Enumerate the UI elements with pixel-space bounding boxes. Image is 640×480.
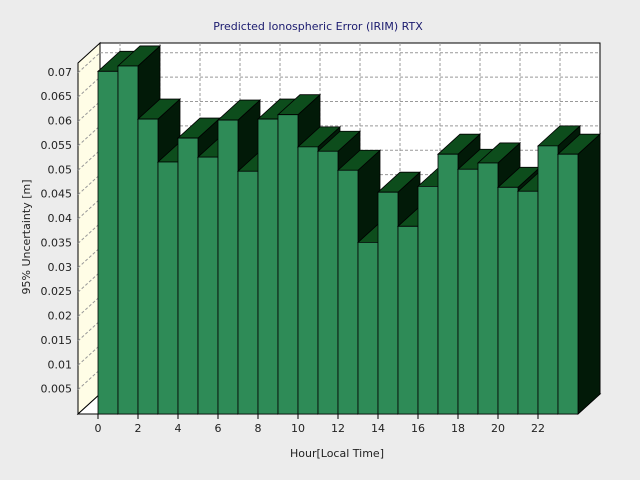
bar-front (397, 225, 419, 415)
bar-front (377, 191, 399, 415)
x-tick-label: 4 (175, 422, 182, 435)
bar-front (357, 241, 379, 415)
y-tick-label: 0.06 (48, 115, 73, 128)
bar-front (517, 190, 539, 415)
x-tick-label: 10 (291, 422, 305, 435)
bar-front (477, 162, 499, 415)
bar (556, 133, 602, 415)
bar-front (557, 153, 579, 415)
y-tick-label: 0.055 (41, 139, 73, 152)
y-tick-label: 0.065 (41, 90, 73, 103)
bar-front (117, 65, 139, 415)
bar-front (437, 153, 459, 415)
y-tick-label: 0.015 (41, 334, 73, 347)
bar-front (217, 119, 239, 415)
y-tick-label: 0.01 (48, 358, 73, 371)
x-tick-label: 18 (451, 422, 465, 435)
chart-title: Predicted Ionospheric Error (IRIM) RTX (213, 20, 423, 33)
x-tick-label: 12 (331, 422, 345, 435)
left-wall (77, 41, 101, 416)
bar-front (97, 70, 119, 415)
y-tick-label: 0.045 (41, 188, 73, 201)
x-tick-label: 0 (95, 422, 102, 435)
x-axis-label: Hour[Local Time] (290, 447, 384, 460)
y-tick-label: 0.07 (48, 66, 73, 79)
bar-front (297, 146, 319, 415)
bar-front (497, 186, 519, 415)
bar-front (157, 161, 179, 415)
bar-front (317, 150, 339, 415)
y-tick-label: 0.035 (41, 236, 73, 249)
bar-front (537, 145, 559, 415)
bar-front (417, 185, 439, 415)
x-tick-label: 22 (531, 422, 545, 435)
bar-front (257, 118, 279, 415)
bar-front (137, 118, 159, 415)
y-axis-label: 95% Uncertainty [m] (20, 179, 33, 294)
bar-side (577, 133, 601, 415)
x-tick-label: 20 (491, 422, 505, 435)
y-tick-label: 0.02 (48, 310, 73, 323)
y-tick-label: 0.005 (41, 383, 73, 396)
bar-front (177, 137, 199, 415)
y-tick-label: 0.03 (48, 261, 73, 274)
bar-front (457, 168, 479, 415)
y-tick-label: 0.025 (41, 285, 73, 298)
bar-front (337, 169, 359, 415)
y-tick-label: 0.05 (48, 163, 73, 176)
x-tick-label: 2 (135, 422, 142, 435)
y-tick-label: 0.04 (48, 212, 73, 225)
x-tick-label: 14 (371, 422, 385, 435)
bar-front (197, 156, 219, 415)
bar-front (277, 114, 299, 415)
x-tick-label: 16 (411, 422, 425, 435)
bar-front (237, 170, 259, 415)
x-tick-label: 8 (255, 422, 262, 435)
x-tick-label: 6 (215, 422, 222, 435)
